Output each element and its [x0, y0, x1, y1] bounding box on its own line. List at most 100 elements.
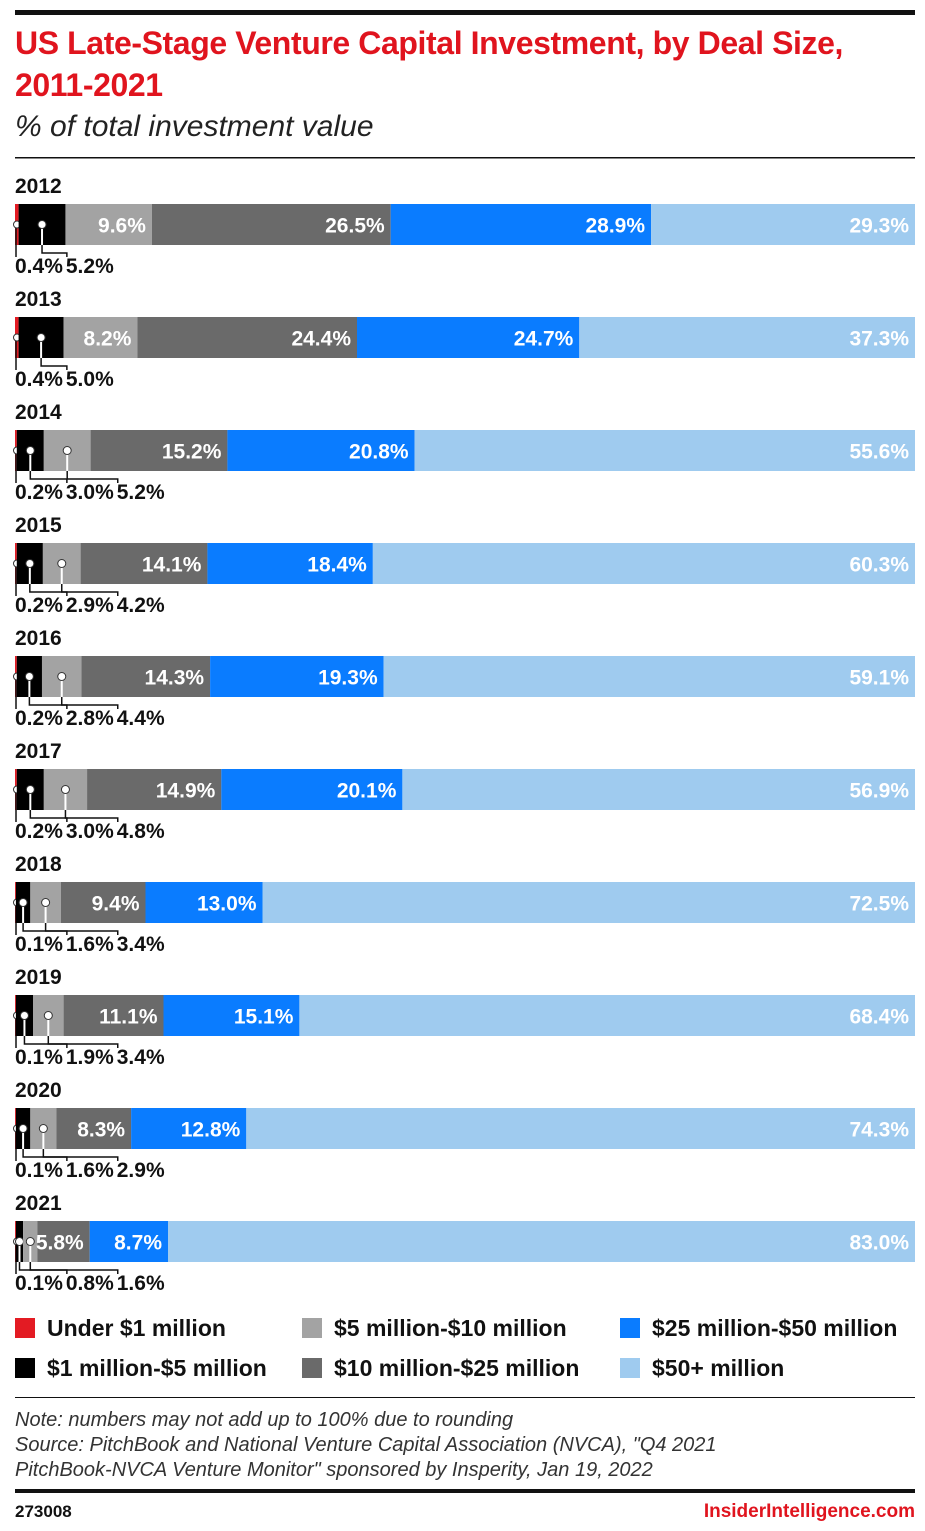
pin-head [60, 785, 70, 794]
pin-head [25, 1237, 35, 1246]
pin-head [18, 1124, 28, 1133]
value-label: 3.4% [117, 933, 165, 956]
pin-head [18, 898, 28, 907]
bar-segment [383, 656, 916, 697]
legend-label: $25 million-$50 million [652, 1315, 897, 1341]
value-label: 15.1% [234, 1006, 294, 1029]
value-label: 19.3% [318, 667, 378, 690]
value-label: 20.1% [337, 780, 397, 803]
value-label: 1.6% [66, 1159, 114, 1182]
value-label: 5.2% [117, 481, 165, 504]
pin-head [25, 446, 35, 455]
legend-swatch [15, 1358, 35, 1378]
pin-leader [29, 810, 68, 822]
value-label: 4.4% [117, 707, 165, 730]
pin-leader [23, 1036, 68, 1048]
category-label: 2014 [15, 401, 62, 424]
bar-segment [151, 204, 391, 245]
pin-leader [44, 923, 119, 935]
bar-segment [262, 882, 915, 923]
bar-segment [87, 769, 222, 810]
value-label: 24.4% [291, 328, 351, 351]
value-label: 0.1% [15, 1046, 63, 1069]
bar-segment [168, 1221, 915, 1262]
pin-head [24, 672, 34, 681]
value-label: 9.6% [98, 215, 146, 238]
pin-leader [29, 584, 68, 596]
chart-subtitle: % of total investment value [15, 110, 374, 143]
category-label: 2021 [15, 1192, 62, 1215]
category-label: 2013 [15, 288, 62, 311]
value-label: 11.1% [99, 1006, 158, 1029]
legend-label: $50+ million [652, 1355, 784, 1381]
value-label: 14.9% [156, 780, 216, 803]
bar-segment [227, 430, 415, 471]
bar-segment [246, 1108, 916, 1149]
pin-head [25, 559, 35, 568]
value-label: 14.3% [145, 667, 205, 690]
bar-segment [90, 430, 228, 471]
value-label: 0.2% [15, 481, 63, 504]
source: Source: PitchBook and National Venture C… [15, 1434, 717, 1481]
bar-segment [131, 1108, 247, 1149]
value-label: 12.8% [181, 1119, 241, 1142]
pin-leader [66, 471, 119, 483]
pin-head [36, 333, 46, 342]
legend-swatch [302, 1358, 322, 1378]
pin-head [15, 1237, 24, 1246]
category-label: 2019 [15, 966, 62, 989]
value-label: 24.7% [514, 328, 574, 351]
bar-segment [80, 543, 208, 584]
pin-leader [47, 1036, 119, 1048]
value-label: 60.3% [849, 554, 909, 577]
pin-leader [61, 584, 119, 596]
value-label: 0.1% [15, 1272, 63, 1295]
value-label: 0.2% [15, 594, 63, 617]
value-label: 0.1% [15, 1159, 63, 1182]
notes: Note: numbers may not add up to 100% due… [15, 1408, 805, 1483]
bar-segment [299, 995, 915, 1036]
value-label: 8.7% [114, 1232, 162, 1255]
value-label: 18.4% [307, 554, 367, 577]
value-label: 4.8% [117, 820, 165, 843]
value-label: 5.0% [66, 368, 114, 391]
category-label: 2015 [15, 514, 62, 537]
bar-segment [357, 317, 580, 358]
legend-label: $5 million-$10 million [334, 1315, 567, 1341]
bar-segment [56, 1108, 132, 1149]
notes-rule [15, 1397, 915, 1398]
value-label: 83.0% [849, 1232, 909, 1255]
bar-segment [210, 656, 384, 697]
value-label: 26.5% [325, 215, 385, 238]
value-label: 4.2% [117, 594, 165, 617]
value-label: 3.0% [66, 820, 114, 843]
chart-id: 273008 [15, 1502, 72, 1521]
category-label: 2020 [15, 1079, 62, 1102]
pin-leader [64, 810, 119, 822]
value-label: 1.6% [117, 1272, 165, 1295]
pin-head [43, 1011, 53, 1020]
value-label: 55.6% [849, 441, 909, 464]
legend-label: Under $1 million [47, 1315, 226, 1341]
bar-segment [89, 1221, 168, 1262]
value-label: 13.0% [197, 893, 257, 916]
brand: InsiderIntelligence.com [704, 1501, 915, 1522]
value-label: 59.1% [849, 667, 909, 690]
value-label: 5.8% [36, 1232, 84, 1255]
bar-segment [390, 204, 652, 245]
value-label: 74.3% [849, 1119, 909, 1142]
pin-head [38, 1124, 48, 1133]
value-label: 37.3% [849, 328, 909, 351]
value-label: 8.3% [77, 1119, 125, 1142]
bar-segment [579, 317, 915, 358]
bar-segment [137, 317, 357, 358]
pin-leader [41, 245, 68, 257]
category-label: 2017 [15, 740, 62, 763]
bar-segment [221, 769, 403, 810]
bar-segment [651, 204, 915, 245]
bar-segment [414, 430, 915, 471]
category-label: 2016 [15, 627, 62, 650]
value-label: 3.0% [66, 481, 114, 504]
